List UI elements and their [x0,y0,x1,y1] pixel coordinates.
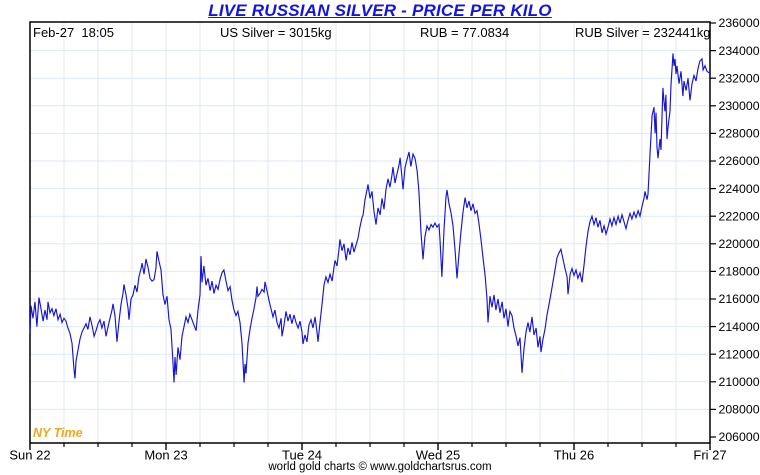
header-rub-rate: RUB = 77.0834 [420,25,510,40]
x-axis-label: Thu 26 [554,448,594,463]
y-axis-label: 220000 [719,237,760,251]
y-axis-label: 218000 [719,265,760,279]
gridlines [30,22,710,443]
y-axis-label: 226000 [719,154,760,168]
y-axis-label: 228000 [719,127,760,141]
y-axis-label: 222000 [719,209,760,223]
header-rub-silver: RUB Silver = 232441kg [575,25,711,40]
x-axis-label: Sun 22 [9,448,50,463]
price-line [29,53,711,383]
chart-title: LIVE RUSSIAN SILVER - PRICE PER KILO [208,1,552,20]
x-axis-label: Tue 24 [282,448,322,463]
y-axis-label: 212000 [719,347,760,361]
y-axis-label: 206000 [719,430,760,444]
header-us-silver: US Silver = 3015kg [220,25,332,40]
footer-credit: world gold charts © www.goldchartsrus.co… [268,461,492,473]
x-axis-label: Fri 27 [693,448,726,463]
y-axis-label: 224000 [719,182,760,196]
y-axis-label: 214000 [719,320,760,334]
y-axis-label: 236000 [719,16,760,30]
y-axis-label: 234000 [719,44,760,58]
y-axis-label: 232000 [719,71,760,85]
plot-border [29,21,711,444]
x-axis: Sun 22 Mon 23 Tue 24 Wed 25 Thu 26 Fri 27 [9,443,727,463]
header-timestamp: Feb-27 18:05 [33,25,114,40]
x-axis-label: Wed 25 [416,448,461,463]
ny-time-label: NY Time [33,426,83,440]
y-axis-label: 208000 [719,403,760,417]
y-axis-label: 230000 [719,99,760,113]
y-axis-label: 210000 [719,375,760,389]
y-axis-label: 216000 [719,292,760,306]
y-axis: 206000 208000 210000 212000 214000 216000 2180… [710,16,760,444]
x-axis-label: Mon 23 [144,448,187,463]
